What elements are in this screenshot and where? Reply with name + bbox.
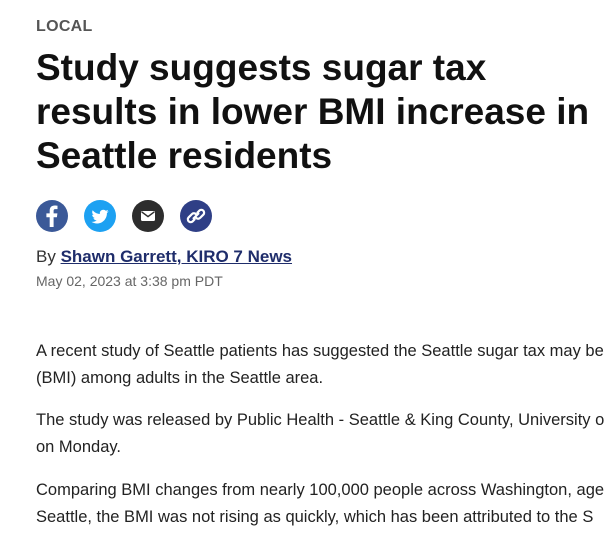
paragraph-line: on Monday. bbox=[36, 438, 121, 456]
headline-line: Study suggests sugar tax bbox=[36, 47, 487, 88]
facebook-icon bbox=[46, 205, 58, 227]
headline-line: results in lower BMI increase in bbox=[36, 91, 590, 132]
byline-prefix: By bbox=[36, 247, 61, 266]
paragraph-line: Comparing BMI changes from nearly 100,00… bbox=[36, 481, 605, 499]
paragraph-line: (BMI) among adults in the Seattle area. bbox=[36, 369, 324, 387]
paragraph-line: Seattle, the BMI was not rising as quick… bbox=[36, 508, 594, 526]
email-icon bbox=[141, 211, 155, 221]
section-label[interactable]: LOCAL bbox=[36, 18, 93, 35]
publish-date: May 02, 2023 at 3:38 pm PDT bbox=[36, 273, 223, 289]
share-link-button[interactable] bbox=[180, 200, 212, 232]
paragraph-line: A recent study of Seattle patients has s… bbox=[36, 342, 604, 360]
link-icon bbox=[186, 208, 206, 224]
headline: Study suggests sugar tax results in lowe… bbox=[36, 46, 596, 178]
share-email-button[interactable] bbox=[132, 200, 164, 232]
byline: By Shawn Garrett, KIRO 7 News bbox=[36, 246, 292, 268]
body-paragraph: A recent study of Seattle patients has s… bbox=[36, 338, 608, 392]
headline-line: Seattle residents bbox=[36, 135, 333, 176]
body-paragraph: Comparing BMI changes from nearly 100,00… bbox=[36, 477, 608, 531]
author-link[interactable]: Shawn Garrett, KIRO 7 News bbox=[60, 247, 293, 266]
share-twitter-button[interactable] bbox=[84, 200, 116, 232]
share-buttons bbox=[36, 200, 212, 232]
paragraph-line: The study was released by Public Health … bbox=[36, 411, 605, 429]
share-facebook-button[interactable] bbox=[36, 200, 68, 232]
body-paragraph: The study was released by Public Health … bbox=[36, 407, 608, 461]
twitter-icon bbox=[91, 209, 109, 224]
